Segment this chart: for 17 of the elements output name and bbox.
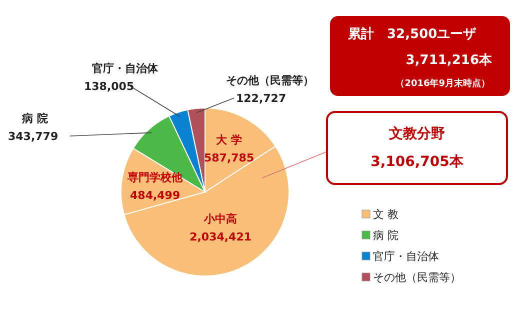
text: 官庁・自治体 <box>373 250 439 263</box>
slice-label: 大 学 <box>216 134 242 147</box>
slice-label: 小中高 <box>203 212 238 226</box>
data-label: 138,005 <box>84 80 134 93</box>
data-label: 484,499 <box>130 189 180 202</box>
text: その他（民需等） <box>373 271 461 284</box>
field-panel: 文教分野 3,106,705本 <box>326 111 508 185</box>
slice-label: 官庁・自治体 <box>92 62 159 75</box>
slice-label: その他（民需等） <box>226 74 314 87</box>
text: 病 院 <box>373 229 398 242</box>
slice-label: 病 院 <box>21 112 48 125</box>
text: 文 教 <box>373 208 398 221</box>
total-panel: 累計 32,500ユーザ 3,711,216本 （2016年9月末時点） <box>330 16 510 96</box>
data-label: 122,727 <box>236 92 286 105</box>
slice-label: 専門学校他 <box>126 171 184 184</box>
data-label: 2,034,421 <box>190 230 252 244</box>
data-label: 343,779 <box>8 130 58 143</box>
